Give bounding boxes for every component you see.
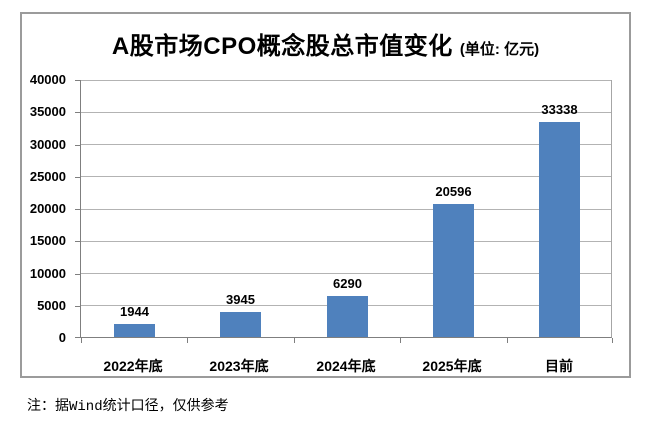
gridline bbox=[81, 80, 611, 81]
y-tick-label: 5000 bbox=[37, 297, 66, 313]
x-tick bbox=[612, 338, 613, 343]
chart-title-text: A股市场CPO概念股总市值变化 bbox=[111, 33, 453, 60]
footnote: 注：据Wind统计口径，仅供参考 bbox=[27, 399, 229, 415]
chart-title: A股市场CPO概念股总市值变化 (单位: 亿元) bbox=[22, 26, 629, 61]
y-tick-label: 25000 bbox=[29, 168, 66, 184]
y-tick-label: 15000 bbox=[29, 233, 66, 249]
y-tick bbox=[75, 305, 80, 307]
y-tick bbox=[75, 176, 80, 178]
gridline bbox=[81, 273, 611, 274]
bar bbox=[220, 312, 261, 337]
y-tick-label: 30000 bbox=[29, 136, 66, 152]
y-tick bbox=[75, 209, 80, 210]
chart-title-unit: (单位: 亿元) bbox=[459, 41, 540, 58]
y-tick bbox=[75, 144, 80, 146]
y-axis-labels: 0 5000 10000 15000 20000 25000 30000 35000 40000 bbox=[22, 72, 72, 345]
x-tick bbox=[81, 338, 82, 343]
x-category-label: 2023年底 bbox=[209, 358, 269, 374]
y-tick bbox=[75, 80, 80, 81]
y-tick-label: 0 bbox=[58, 330, 66, 345]
bar bbox=[433, 204, 474, 337]
x-category-label: 2025年底 bbox=[422, 358, 482, 374]
gridline bbox=[81, 144, 611, 145]
gridline bbox=[81, 176, 611, 178]
bar bbox=[327, 296, 368, 337]
x-axis-labels: 2022年底 2023年底 2024年底 2025年底 目前 bbox=[80, 348, 612, 374]
y-tick-label: 10000 bbox=[29, 265, 66, 281]
x-tick bbox=[400, 338, 401, 343]
y-tick bbox=[75, 337, 80, 338]
y-tick-label: 40000 bbox=[29, 72, 66, 87]
bar-value-label: 20596 bbox=[435, 184, 472, 199]
x-category-label: 2022年底 bbox=[103, 358, 163, 374]
x-tick bbox=[507, 338, 508, 343]
x-category-label: 2024年底 bbox=[316, 358, 376, 374]
chart-frame: A股市场CPO概念股总市值变化 (单位: 亿元) 1944 3945 6290 205… bbox=[20, 12, 631, 378]
plot-area: 1944 3945 6290 20596 33338 bbox=[75, 80, 613, 343]
bar-value-label: 6290 bbox=[333, 276, 362, 291]
y-tick bbox=[75, 273, 80, 275]
bar bbox=[114, 324, 155, 337]
y-tick bbox=[75, 112, 80, 114]
bar-value-label: 1944 bbox=[120, 304, 149, 319]
y-tick-label: 35000 bbox=[29, 104, 66, 120]
bar-value-label: 33338 bbox=[541, 102, 578, 117]
gridline bbox=[81, 111, 611, 113]
bar-value-label: 3945 bbox=[226, 292, 255, 307]
y-tick-label: 20000 bbox=[29, 201, 66, 216]
x-category-label: 目前 bbox=[545, 358, 573, 374]
gridline bbox=[81, 240, 611, 242]
x-tick bbox=[187, 338, 188, 343]
y-tick bbox=[75, 241, 80, 243]
gridline bbox=[81, 208, 611, 210]
x-tick bbox=[294, 338, 295, 343]
bar bbox=[539, 122, 580, 337]
